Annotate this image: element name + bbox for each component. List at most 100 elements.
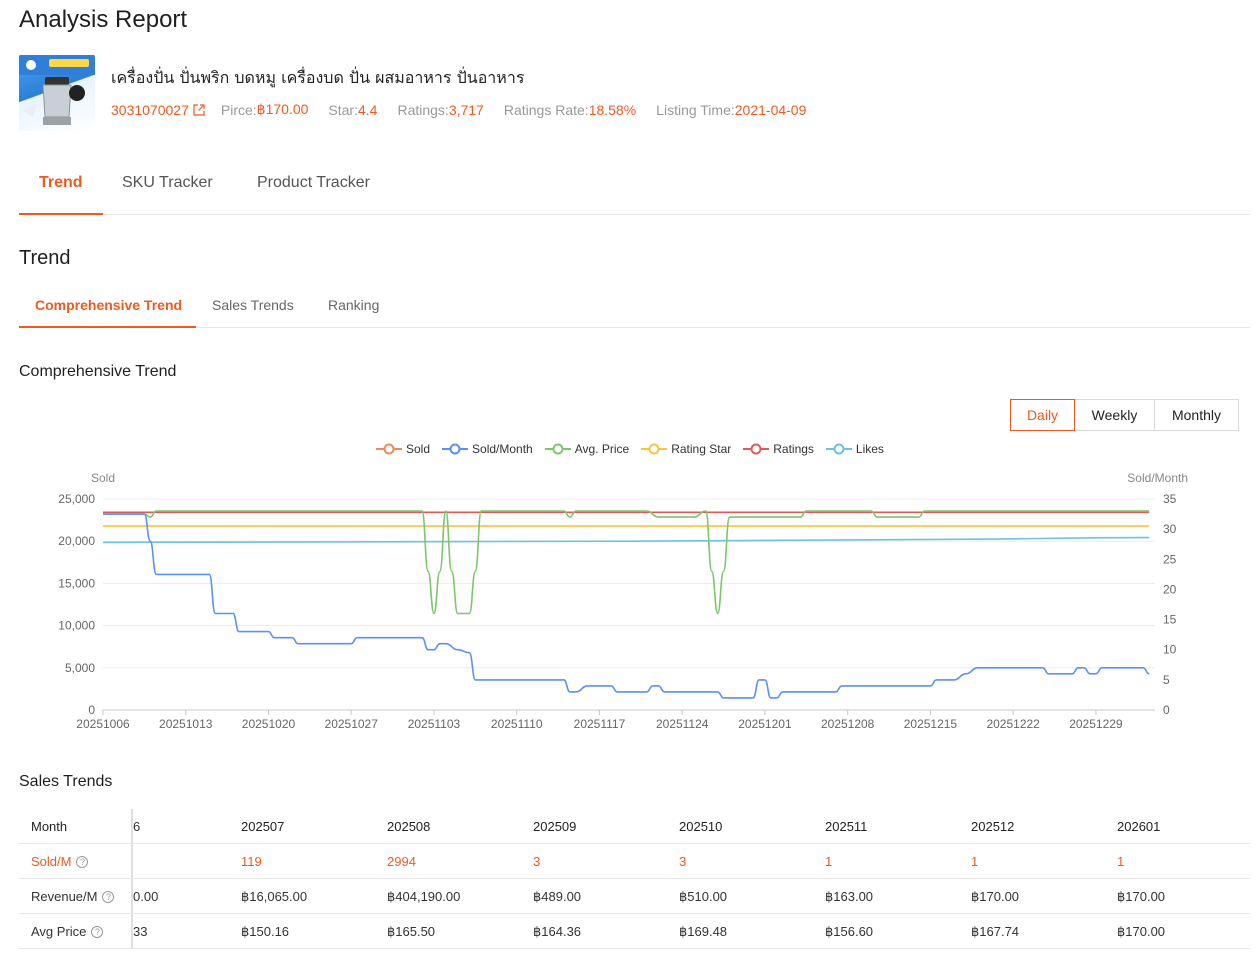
row-label-month: Month — [31, 819, 68, 834]
month-header: 202508 — [387, 819, 431, 834]
x-tick-label: 20251222 — [986, 717, 1040, 731]
weekly-button[interactable]: Weekly — [1075, 399, 1155, 431]
month-header: 202601 — [1117, 819, 1161, 834]
ratings-label: Ratings: — [397, 101, 449, 118]
ratings-value: 3,717 — [448, 101, 484, 118]
table-header-row: Month 6 202507 202508 202509 202510 2025… — [19, 809, 1250, 844]
legend-label: Avg. Price — [574, 442, 630, 456]
row-label-sold-m: Sold/M? — [31, 854, 89, 869]
legend-sold-month[interactable]: Sold/Month — [442, 442, 533, 456]
help-icon[interactable]: ? — [91, 925, 104, 938]
product-thumbnail[interactable] — [19, 55, 95, 131]
row-label-text: Sold/M — [31, 854, 72, 869]
trend-section-title: Trend — [19, 247, 71, 269]
x-tick-label: 20251110 — [491, 717, 543, 731]
listing-time-value: 2021-04-09 — [734, 101, 807, 118]
row-label-revenue-m: Revenue/M? — [31, 889, 115, 904]
left-tick-label: 15,000 — [58, 576, 95, 590]
table-row: Revenue/M? 0.00 ฿16,065.00 ฿404,190.00 ฿… — [19, 879, 1250, 914]
legend-marker-sold — [376, 443, 402, 455]
table-cell: 1 — [971, 854, 979, 869]
table-cell: ฿404,190.00 — [387, 889, 461, 904]
table-cell: ฿167.74 — [971, 924, 1020, 939]
table-cell: ฿170.00 — [1117, 924, 1166, 939]
table-cell: ฿170.00 — [971, 889, 1020, 904]
legend-label: Rating Star — [671, 442, 732, 456]
left-tick-label: 0 — [88, 703, 95, 717]
x-tick-label: 20251215 — [904, 717, 958, 731]
tab-sku-tracker[interactable]: SKU Tracker — [122, 174, 213, 191]
x-tick-label: 20251020 — [242, 717, 296, 731]
legend-label: Sold — [406, 442, 431, 456]
tab-comprehensive-trend[interactable]: Comprehensive Trend — [35, 297, 183, 313]
right-tick-label: 25 — [1163, 552, 1177, 566]
trend-sub-tabs: Comprehensive Trend Sales Trends Ranking — [19, 290, 1250, 328]
star-value: 4.4 — [357, 101, 378, 118]
tab-product-tracker[interactable]: Product Tracker — [257, 174, 370, 191]
right-tick-label: 0 — [1163, 703, 1170, 717]
legend-avg-price[interactable]: Avg. Price — [544, 442, 630, 456]
month-header: 202507 — [241, 819, 285, 834]
period-toggle: Daily Weekly Monthly — [1010, 399, 1239, 431]
clipped-cell: 33 — [133, 924, 148, 939]
price-label: Pirce: — [220, 101, 257, 118]
page-title: Analysis Report — [19, 6, 188, 33]
right-tick-label: 35 — [1163, 492, 1177, 506]
sales-trends-table: Month 6 202507 202508 202509 202510 2025… — [19, 809, 1250, 949]
legend-label: Sold/Month — [472, 442, 533, 456]
right-tick-label: 30 — [1163, 522, 1177, 536]
ratings-rate-label: Ratings Rate: — [503, 101, 589, 118]
active-subtab-indicator — [19, 326, 196, 328]
sticky-column-divider — [131, 809, 133, 949]
x-tick-label: 20251103 — [408, 717, 461, 731]
table-row: Avg Price? 33 ฿150.16 ฿165.50 ฿164.36 ฿1… — [19, 914, 1250, 949]
legend-ratings[interactable]: Ratings — [743, 442, 814, 456]
table-cell: 3 — [533, 854, 541, 869]
product-meta: 3031070027 Pirce: ฿170.00 Star: 4.4 Rating… — [111, 101, 826, 118]
x-tick-label: 20251229 — [1069, 717, 1123, 731]
series-line-sold-month — [103, 513, 1150, 699]
table-cell: 1 — [825, 854, 833, 869]
legend-marker-sold-month — [442, 443, 469, 455]
legend-sold[interactable]: Sold — [376, 442, 430, 456]
table-cell: 2994 — [387, 854, 416, 869]
price-value: ฿170.00 — [256, 101, 309, 117]
x-tick-label: 20251117 — [574, 717, 626, 731]
legend-label: Likes — [855, 442, 884, 456]
legend-likes[interactable]: Likes — [825, 442, 884, 456]
x-tick-label: 20251124 — [656, 717, 709, 731]
active-tab-indicator — [19, 213, 103, 215]
help-icon[interactable]: ? — [102, 890, 115, 903]
left-tick-label: 10,000 — [58, 619, 95, 633]
right-tick-label: 10 — [1163, 643, 1177, 657]
x-tick-label: 20251208 — [821, 717, 875, 731]
row-label-text: Avg Price — [31, 924, 87, 939]
tab-ranking[interactable]: Ranking — [328, 297, 380, 313]
right-axis-title: Sold/Month — [1127, 471, 1188, 485]
table-cell: ฿489.00 — [533, 889, 582, 904]
table-cell: ฿164.36 — [533, 924, 582, 939]
product-id-link[interactable]: 3031070027 — [111, 101, 189, 118]
external-link-icon[interactable] — [193, 103, 205, 116]
left-tick-label: 5,000 — [65, 661, 95, 675]
daily-button[interactable]: Daily — [1010, 399, 1075, 431]
monthly-button[interactable]: Monthly — [1155, 399, 1239, 431]
chart-title: Comprehensive Trend — [19, 363, 177, 380]
ratings-rate-value: 18.58% — [588, 101, 637, 118]
x-tick-label: 20251201 — [738, 717, 792, 731]
tab-sales-trends[interactable]: Sales Trends — [212, 297, 294, 313]
listing-time-label: Listing Time: — [656, 101, 735, 118]
month-header: 202509 — [533, 819, 577, 834]
star-label: Star: — [328, 101, 358, 118]
legend-rating-star[interactable]: Rating Star — [641, 442, 731, 456]
table-cell: ฿169.48 — [679, 924, 728, 939]
x-tick-label: 20251006 — [76, 717, 130, 731]
blender-image — [19, 55, 95, 125]
month-header: 202510 — [679, 819, 723, 834]
comprehensive-trend-chart[interactable]: 25,000 20,000 15,000 10,000 5,000 0 35 30 25 20 15… — [0, 465, 1256, 735]
chart-legend: Sold Sold/Month Avg. Price Rating Star R… — [376, 442, 896, 456]
tab-trend[interactable]: Trend — [39, 174, 83, 191]
left-tick-label: 25,000 — [58, 492, 95, 506]
help-icon[interactable]: ? — [76, 855, 89, 868]
table-cell: 3 — [679, 854, 687, 869]
